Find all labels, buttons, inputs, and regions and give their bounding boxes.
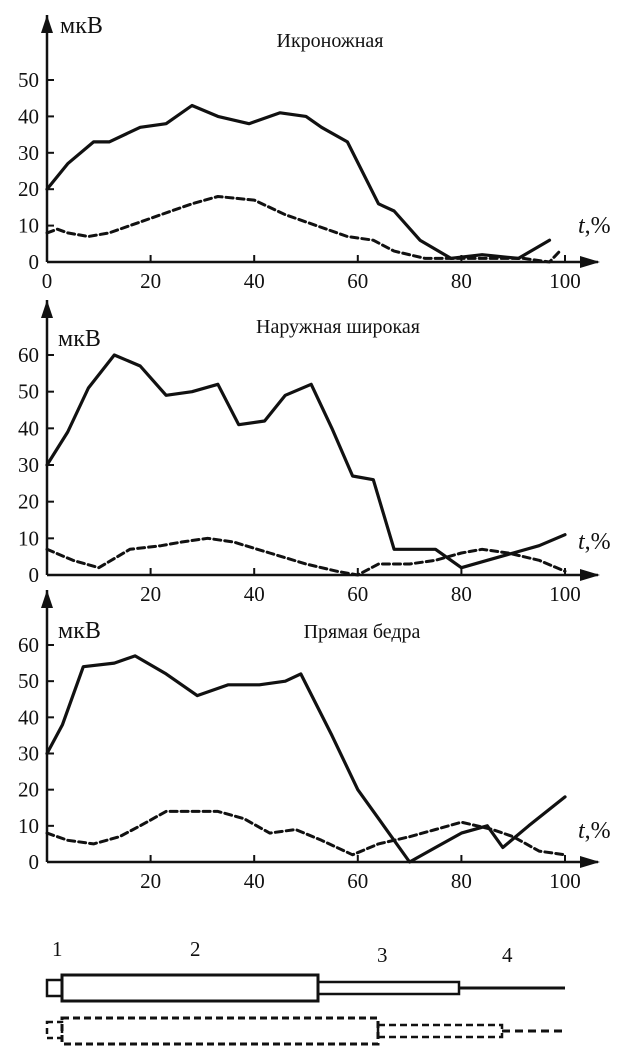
x-tick-label: 40: [244, 269, 265, 293]
x-tick-label: 0: [42, 269, 53, 293]
panel-1-y-axis-label: мкВ: [60, 13, 103, 39]
panel-2-title: Наружная широкая: [256, 316, 420, 338]
y-tick-label: 40: [18, 705, 39, 729]
x-tick-label: 60: [347, 582, 368, 606]
panel-1-x-axis-arrow: [580, 256, 600, 268]
panel-1-xticks: 0 20 40 60 80 100: [42, 255, 581, 293]
x-tick-label: 80: [451, 869, 472, 893]
panel-2-xticks: 20 40 60 80 100: [140, 568, 581, 606]
panel-3-x-axis-label: t,%: [578, 818, 611, 844]
x-tick-label: 20: [140, 582, 161, 606]
phase-dashed-bar-3: [376, 1023, 504, 1039]
y-tick-label: 20: [18, 177, 39, 201]
y-tick-label: 30: [18, 742, 39, 766]
y-tick-label: 50: [18, 669, 39, 693]
phase-solid-bar-1: [45, 978, 64, 998]
panel-3-title: Прямая бедра: [304, 621, 421, 643]
panel-3-xticks: 20 40 60 80 100: [140, 855, 581, 893]
phase-dashed-bar-2: [60, 1016, 380, 1046]
panel-2-x-axis-arrow: [580, 569, 600, 581]
y-tick-label: 10: [18, 814, 39, 838]
x-tick-label: 80: [451, 582, 472, 606]
phase-label-1: 1: [52, 937, 63, 961]
phase-solid-bar-2: [60, 973, 320, 1003]
panel-2-y-axis-label: мкВ: [58, 326, 101, 352]
y-tick-label: 10: [18, 526, 39, 550]
phase-diagram: 1 2 3 4: [45, 937, 565, 1046]
x-tick-label: 100: [549, 869, 581, 893]
panel-2-x-axis-label: t,%: [578, 529, 611, 555]
x-tick-label: 100: [549, 269, 581, 293]
x-tick-label: 80: [451, 269, 472, 293]
panel-1-yticks: 0 10 20 30 40 50: [18, 68, 54, 274]
y-tick-label: 30: [18, 141, 39, 165]
y-tick-label: 60: [18, 633, 39, 657]
x-tick-label: 60: [347, 869, 368, 893]
panel-2-solid-series-line: [45, 353, 567, 570]
y-tick-label: 50: [18, 68, 39, 92]
panel-1-x-axis-var: t: [578, 213, 586, 239]
y-tick-label: 0: [29, 563, 40, 587]
x-tick-label: 100: [549, 582, 581, 606]
panel-2-series: [45, 353, 567, 577]
panel-2-x-axis-var: t: [578, 529, 586, 555]
panel-1-title: Икроножная: [277, 30, 384, 52]
y-tick-label: 30: [18, 453, 39, 477]
x-tick-label: 20: [140, 269, 161, 293]
phase-solid-bar-3: [316, 980, 461, 996]
panel-3-axes: [41, 590, 600, 868]
panel-2-x-axis-unit: ,%: [585, 529, 611, 555]
panel-3-x-axis-var: t: [578, 818, 586, 844]
x-tick-label: 40: [244, 869, 265, 893]
phase-label-2: 2: [190, 937, 201, 961]
panel-3-y-axis-arrow: [41, 590, 53, 608]
panel-3-x-axis-arrow: [580, 856, 600, 868]
y-tick-label: 20: [18, 778, 39, 802]
x-tick-label: 60: [347, 269, 368, 293]
panel-3-yticks: 0 10 20 30 40 50 60: [18, 633, 54, 874]
x-tick-label: 20: [140, 869, 161, 893]
y-tick-label: 40: [18, 416, 39, 440]
panel-3-solid-series-line: [45, 654, 567, 864]
y-tick-label: 20: [18, 490, 39, 514]
panel-1-x-axis-label: t,%: [578, 213, 611, 239]
panel-1-y-axis-arrow: [41, 15, 53, 33]
phase-dashed-bar-1: [45, 1020, 64, 1040]
panel-2-dashed-series-line: [45, 536, 567, 577]
panel-2-y-axis-arrow: [41, 300, 53, 318]
panel-1-dashed-series-line: [45, 195, 562, 264]
phase-label-4: 4: [502, 943, 513, 967]
phase-label-3: 3: [377, 943, 388, 967]
panel-1-series: [45, 103, 562, 264]
panel-1-x-axis-unit: ,%: [585, 213, 611, 239]
panel-3-series: [45, 654, 567, 864]
panel-1-solid-series-line: [45, 103, 552, 260]
y-tick-label: 0: [29, 850, 40, 874]
panel-3-x-axis-unit: ,%: [585, 818, 611, 844]
chart-panel-2: 0 10 20 30 40 50 60 20 40 60 80 100 мкВ Наружная ш…: [18, 300, 611, 606]
chart-panel-3: 0 10 20 30 40 50 60 20 40 60 80 100 мкВ Прямая бед…: [18, 590, 611, 893]
y-tick-label: 50: [18, 380, 39, 404]
x-tick-label: 40: [244, 582, 265, 606]
panel-2-axes: [41, 300, 600, 581]
y-tick-label: 60: [18, 343, 39, 367]
y-tick-label: 10: [18, 214, 39, 238]
y-tick-label: 40: [18, 104, 39, 128]
panel-1-axes: [41, 15, 600, 268]
panel-3-dashed-series-line: [45, 809, 567, 857]
y-tick-label: 0: [29, 250, 40, 274]
panel-3-y-axis-label: мкВ: [58, 618, 101, 644]
panel-2-yticks: 0 10 20 30 40 50 60: [18, 343, 54, 587]
